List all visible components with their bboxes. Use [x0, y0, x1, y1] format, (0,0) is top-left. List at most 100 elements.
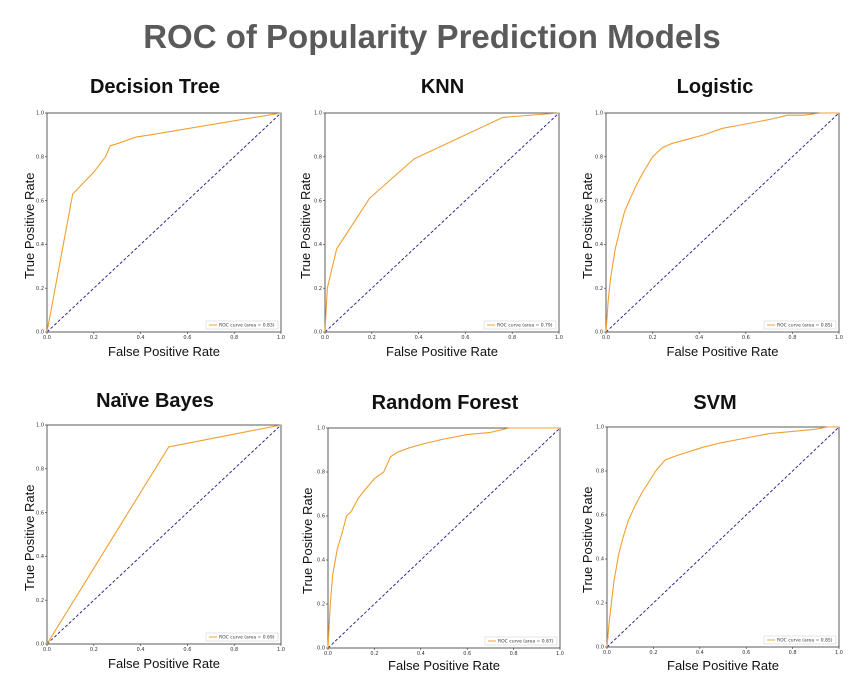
random-baseline-line [47, 113, 281, 332]
y-axis-label: True Positive Rate [580, 487, 595, 593]
y-tick-label: 0.8 [596, 469, 604, 475]
x-tick-label: 0.6 [742, 650, 750, 656]
y-tick-label: 0.2 [36, 286, 44, 292]
y-tick-label: 0.4 [36, 242, 44, 248]
random-baseline-line [606, 113, 839, 332]
x-tick-label: 1.0 [277, 647, 285, 653]
x-tick-label: 0.4 [417, 651, 425, 657]
y-tick-label: 0.0 [314, 330, 322, 336]
legend-label: ROC curve (area = 0.85) [777, 323, 833, 329]
x-tick-label: 0.4 [696, 650, 704, 656]
x-tick-label: 0.4 [695, 335, 703, 341]
x-axis-label: False Positive Rate [325, 344, 559, 359]
y-tick-label: 0.4 [36, 554, 44, 560]
roc-plot-svm: 0.0 0.2 0.4 0.6 0.8 1.00.00.20.40.60.81.0ROC … [595, 427, 847, 661]
y-tick-label: 0.0 [595, 330, 603, 336]
y-tick-label: 1.0 [36, 423, 44, 429]
y-tick-label: 0.6 [36, 198, 44, 204]
y-tick-label: 0.4 [596, 557, 604, 563]
x-tick-label: 1.0 [556, 651, 564, 657]
x-tick-label: 1.0 [555, 335, 563, 341]
random-baseline-line [607, 427, 839, 647]
y-tick-label: 0.8 [317, 470, 325, 476]
y-tick-label: 0.0 [36, 330, 44, 336]
chart-title-svm: SVM [580, 392, 850, 415]
x-tick-label: 0.6 [463, 651, 471, 657]
x-tick-label: 0.2 [649, 650, 657, 656]
y-tick-label: 0.6 [596, 513, 604, 519]
x-axis-label: False Positive Rate [47, 656, 281, 671]
x-tick-label: 0.6 [461, 335, 469, 341]
y-tick-label: 1.0 [317, 426, 325, 432]
roc-plot-decision-tree: 0.0 0.2 0.4 0.6 0.8 1.00.00.20.40.60.81.0ROC … [35, 113, 289, 346]
random-baseline-line [47, 425, 281, 644]
y-tick-label: 0.2 [36, 598, 44, 604]
y-tick-label: 0.0 [36, 642, 44, 648]
x-tick-label: 0.8 [510, 651, 518, 657]
x-tick-label: 0.0 [43, 647, 51, 653]
chart-title-naive-bayes: Naïve Bayes [10, 390, 300, 413]
x-tick-label: 0.8 [230, 335, 238, 341]
x-tick-label: 0.6 [742, 335, 750, 341]
chart-title-logistic: Logistic [580, 76, 850, 99]
y-tick-label: 0.8 [314, 155, 322, 161]
x-tick-label: 1.0 [835, 335, 843, 341]
x-tick-label: 0.2 [90, 647, 98, 653]
x-tick-label: 0.2 [368, 335, 376, 341]
x-tick-label: 0.8 [508, 335, 516, 341]
legend-label: ROC curve (area = 0.83) [219, 323, 275, 329]
chart-title-decision-tree: Decision Tree [10, 76, 300, 99]
y-tick-label: 0.6 [314, 198, 322, 204]
legend-label: ROC curve (area = 0.87) [498, 639, 554, 645]
y-tick-label: 0.2 [595, 286, 603, 292]
x-tick-label: 0.6 [183, 335, 191, 341]
x-tick-label: 0.0 [43, 335, 51, 341]
roc-plot-naive-bayes: 0.0 0.2 0.4 0.6 0.8 1.00.00.20.40.60.81.0ROC … [35, 425, 289, 658]
random-baseline-line [328, 428, 560, 648]
y-axis-label: True Positive Rate [300, 488, 315, 594]
x-tick-label: 0.6 [183, 647, 191, 653]
y-tick-label: 0.4 [317, 558, 325, 564]
y-tick-label: 0.2 [596, 601, 604, 607]
y-tick-label: 0.8 [36, 155, 44, 161]
x-tick-label: 0.2 [370, 651, 378, 657]
y-tick-label: 1.0 [596, 425, 604, 431]
y-axis-label: True Positive Rate [298, 172, 313, 278]
x-tick-label: 0.0 [603, 650, 611, 656]
roc-plot-knn: 0.0 0.2 0.4 0.6 0.8 1.00.00.20.40.60.81.0ROC … [313, 113, 567, 346]
x-tick-label: 0.0 [602, 335, 610, 341]
y-tick-label: 0.8 [36, 467, 44, 473]
y-tick-label: 1.0 [36, 111, 44, 117]
y-tick-label: 0.0 [317, 646, 325, 652]
x-tick-label: 0.0 [321, 335, 329, 341]
legend-label: ROC curve (area = 0.85) [777, 638, 833, 644]
x-tick-label: 0.8 [789, 650, 797, 656]
y-tick-label: 1.0 [314, 111, 322, 117]
chart-title-knn: KNN [300, 76, 585, 99]
y-tick-label: 0.0 [596, 645, 604, 651]
x-tick-label: 0.0 [324, 651, 332, 657]
x-tick-label: 0.4 [415, 335, 423, 341]
roc-plot-logistic: 0.0 0.2 0.4 0.6 0.8 1.00.00.20.40.60.81.0ROC … [594, 113, 847, 346]
y-axis-label: True Positive Rate [580, 172, 595, 278]
x-tick-label: 0.4 [137, 335, 145, 341]
x-tick-label: 1.0 [277, 335, 285, 341]
legend-label: ROC curve (area = 0.79) [497, 323, 553, 329]
y-tick-label: 1.0 [595, 111, 603, 117]
legend-label: ROC curve (area = 0.69) [219, 635, 275, 641]
x-tick-label: 0.2 [90, 335, 98, 341]
x-tick-label: 0.2 [649, 335, 657, 341]
x-tick-label: 0.8 [788, 335, 796, 341]
y-tick-label: 0.6 [595, 198, 603, 204]
x-axis-label: False Positive Rate [606, 344, 839, 359]
y-tick-label: 0.4 [314, 242, 322, 248]
y-tick-label: 0.2 [317, 602, 325, 608]
y-tick-label: 0.6 [36, 510, 44, 516]
x-tick-label: 0.4 [137, 647, 145, 653]
y-tick-label: 0.8 [595, 155, 603, 161]
roc-plot-random-forest: 0.0 0.2 0.4 0.6 0.8 1.00.00.20.40.60.81.0ROC … [316, 428, 568, 662]
chart-title-random-forest: Random Forest [300, 392, 590, 415]
x-tick-label: 1.0 [835, 650, 843, 656]
y-tick-label: 0.2 [314, 286, 322, 292]
y-tick-label: 0.4 [595, 242, 603, 248]
